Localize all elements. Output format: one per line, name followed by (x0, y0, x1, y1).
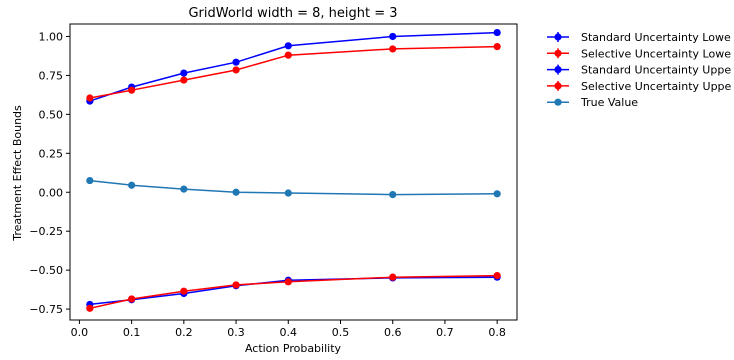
y-axis-title: Treatment Effect Bounds (11, 105, 24, 242)
y-tick-label: 0.25 (39, 147, 64, 160)
x-tick-label: 0.3 (227, 326, 245, 339)
legend-label-2: Standard Uncertainty Uppe (581, 64, 731, 77)
data-point-1 (284, 278, 292, 286)
data-point-4 (284, 189, 292, 197)
data-point-3 (493, 42, 501, 51)
data-point-4 (128, 181, 136, 189)
data-point-3 (86, 94, 94, 102)
legend-marker-0 (554, 33, 562, 41)
data-point-3 (180, 76, 188, 84)
y-tick-label: −0.50 (29, 264, 63, 277)
plot-frame (69, 23, 518, 321)
legend: Standard Uncertainty Lowe Selective Uncer… (547, 31, 732, 109)
y-tick-label: 0.50 (39, 108, 64, 121)
legend-label-4: True Value (580, 96, 638, 109)
data-point-2 (180, 69, 188, 77)
y-tick-label: −0.75 (29, 303, 63, 316)
legend-marker-1 (554, 49, 562, 57)
legend-label-3: Selective Uncertainty Uppe (581, 80, 732, 93)
data-point-4 (86, 176, 94, 185)
data-point-3 (232, 66, 240, 74)
legend-marker-2 (554, 66, 562, 74)
x-tick-label: 0.8 (488, 326, 506, 339)
y-tick-label: 0.00 (39, 186, 64, 199)
data-point-1 (128, 295, 136, 303)
y-tick-label: −0.25 (29, 225, 63, 238)
y-tick-label: 1.00 (39, 30, 64, 43)
data-point-4 (389, 190, 397, 199)
x-tick-label: 0.7 (436, 326, 454, 339)
x-axis-title: Action Probability (245, 342, 342, 355)
data-point-1 (232, 281, 240, 289)
data-point-4 (493, 190, 501, 198)
data-point-2 (232, 58, 240, 66)
x-tick-label: 0.0 (71, 326, 89, 339)
x-tick-label: 0.6 (384, 326, 402, 339)
x-tick-label: 0.4 (280, 326, 298, 339)
x-tick-label: 0.5 (332, 326, 350, 339)
series-line-2 (89, 31, 498, 102)
data-point-1 (389, 273, 397, 281)
legend-label-1: Selective Uncertainty Lowe (581, 47, 731, 60)
series-line-3 (89, 45, 498, 99)
data-point-2 (284, 42, 292, 50)
x-tick-label: 0.1 (123, 326, 141, 339)
series-line-4 (89, 179, 498, 196)
legend-label-0: Standard Uncertainty Lowe (581, 31, 731, 44)
data-point-3 (284, 51, 292, 59)
data-point-1 (180, 287, 188, 295)
data-point-2 (389, 32, 397, 41)
legend-marker-3 (554, 82, 562, 90)
plot-area: 0.0 0.1 0.2 0.3 0.4 0.5 0.6 0.7 0.8 −0.75 −0.50 −0.… (29, 23, 518, 339)
data-point-2 (493, 28, 501, 37)
data-point-4 (232, 188, 240, 196)
chart-title: GridWorld width = 8, height = 3 (188, 6, 397, 21)
x-tick-label: 0.2 (175, 326, 193, 339)
y-tick-label: 0.75 (39, 69, 64, 82)
legend-marker-4 (554, 98, 562, 106)
data-point-1 (86, 304, 94, 312)
data-point-1 (493, 272, 501, 280)
data-point-3 (128, 86, 136, 94)
data-point-4 (180, 185, 188, 193)
data-point-3 (389, 45, 397, 53)
